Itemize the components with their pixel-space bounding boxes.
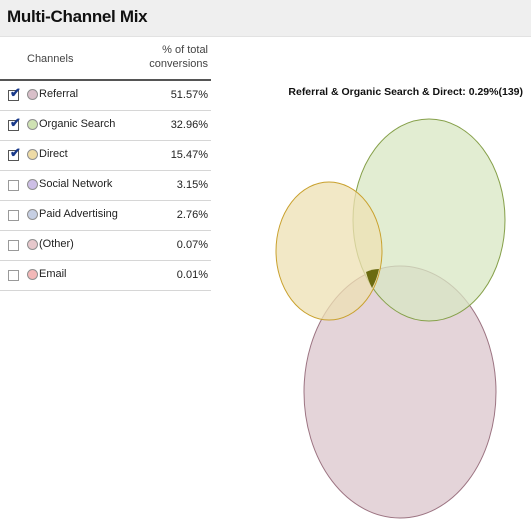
column-header-pct[interactable]: % of total conversions [149,43,208,71]
channel-color-dot-icon [27,209,38,220]
column-header-pct-line1: % of total [162,44,208,56]
widget-title: Multi-Channel Mix [7,7,148,26]
channel-checkbox[interactable] [8,210,19,221]
channel-checkbox[interactable] [8,180,19,191]
venn-overlap-all[interactable] [366,269,379,288]
table-row[interactable]: ✔ Organic Search 32.96% [0,111,211,141]
channel-label: (Other) [39,238,74,250]
channel-checkbox[interactable] [8,270,19,281]
channel-label: Organic Search [39,118,116,130]
channel-pct: 2.76% [176,209,208,221]
channel-pct: 32.96% [170,119,208,131]
widget-header: Multi-Channel Mix [0,0,531,37]
channel-label: Social Network [39,178,113,190]
checkmark-icon: ✔ [10,85,21,100]
channel-pct: 15.47% [170,149,208,161]
channels-table: Channels % of total conversions ✔ Referra… [0,36,211,291]
table-row[interactable]: (Other) 0.07% [0,231,211,261]
column-header-pct-line2: conversions [149,58,208,70]
channel-pct: 0.07% [176,239,208,251]
checkmark-icon: ✔ [10,115,21,130]
column-header-channels[interactable]: Channels [27,53,74,65]
channel-color-dot-icon [27,119,38,130]
venn-circle-direct[interactable] [275,181,383,321]
table-row[interactable]: ✔ Direct 15.47% [0,141,211,171]
channel-color-dot-icon [27,269,38,280]
table-body: ✔ Referral 51.57% ✔ Organic Search 32.96% ✔ Dir… [0,81,211,291]
channel-color-dot-icon [27,149,38,160]
channel-checkbox[interactable]: ✔ [8,86,21,101]
channel-color-dot-icon [27,239,38,250]
channel-pct: 51.57% [170,89,208,101]
channel-checkbox[interactable] [8,240,19,251]
table-row[interactable]: Paid Advertising 2.76% [0,201,211,231]
checkmark-icon: ✔ [10,145,21,160]
table-row[interactable]: Social Network 3.15% [0,171,211,201]
channel-label: Direct [39,148,68,160]
channel-checkbox[interactable]: ✔ [8,116,21,131]
channel-pct: 0.01% [176,269,208,281]
venn-hover-label: Referral & Organic Search & Direct: 0.29… [288,86,523,98]
channel-label: Paid Advertising [39,208,118,220]
table-row[interactable]: Email 0.01% [0,261,211,291]
channel-checkbox[interactable]: ✔ [8,146,21,161]
channel-color-dot-icon [27,89,38,100]
channel-label: Referral [39,88,79,100]
channel-label: Email [39,268,67,280]
table-row[interactable]: ✔ Referral 51.57% [0,81,211,111]
channel-pct: 3.15% [176,179,208,191]
table-header: Channels % of total conversions [0,36,211,81]
channel-color-dot-icon [27,179,38,190]
